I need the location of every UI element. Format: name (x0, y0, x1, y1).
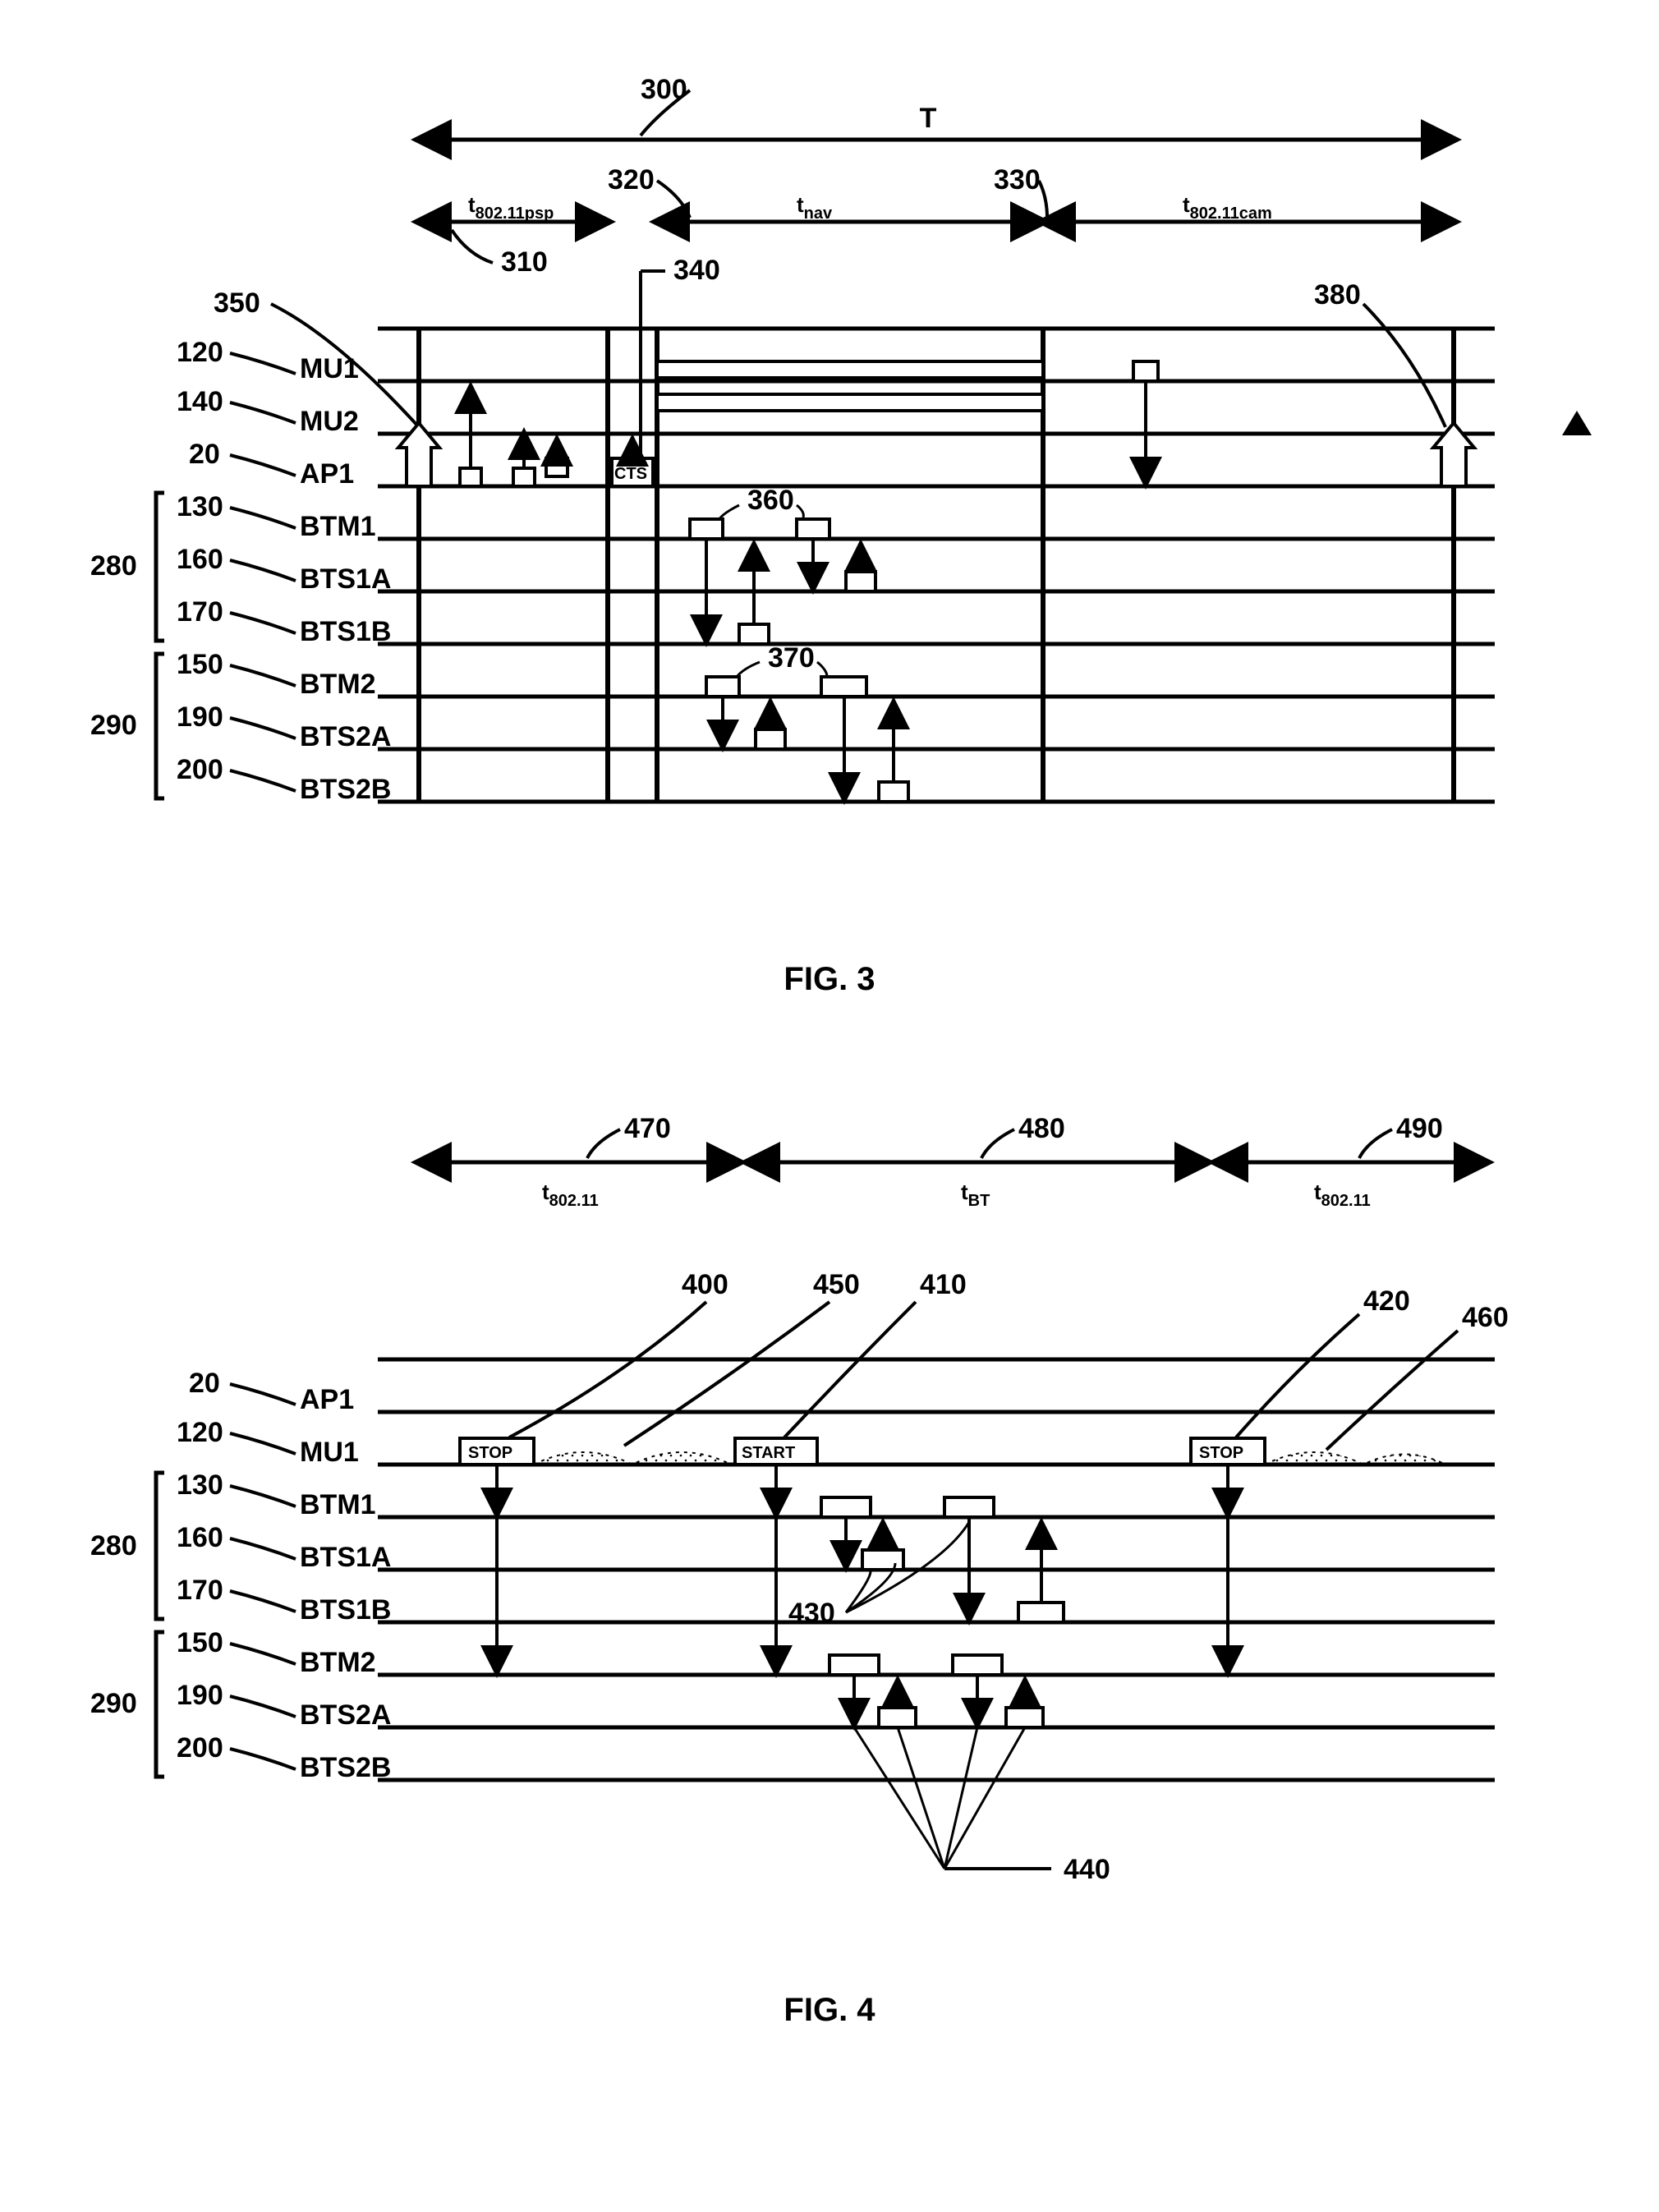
fig4-rowlines (378, 1359, 1495, 1780)
svg-text:470: 470 (624, 1113, 671, 1144)
svg-text:BTS1A: BTS1A (300, 563, 391, 595)
fig3-top-spans: t802.11psp 310 tnav 320 t802.11cam 330 (419, 164, 1454, 278)
fig4-svg: 20 AP1 120 MU1 130 BTM1 160 BTS1A 170 BT… (33, 1064, 1626, 1967)
svg-text:CTS: CTS (614, 465, 647, 483)
svg-text:140: 140 (177, 386, 223, 417)
svg-text:tnav: tnav (797, 192, 833, 223)
svg-text:160: 160 (177, 544, 223, 575)
svg-text:tBT: tBT (961, 1180, 990, 1210)
svg-text:150: 150 (177, 649, 223, 680)
fig4-brackets (156, 1473, 164, 1777)
svg-text:t802.11cam: t802.11cam (1183, 192, 1272, 223)
svg-text:450: 450 (813, 1269, 860, 1300)
svg-text:AP1: AP1 (300, 458, 354, 490)
svg-text:420: 420 (1363, 1285, 1410, 1317)
fig3-label-280: 280 (90, 550, 137, 582)
fig3-brackets (156, 493, 164, 798)
svg-text:BTM1: BTM1 (300, 511, 376, 542)
svg-text:310: 310 (501, 246, 548, 278)
fig3-stray-triangle (1562, 411, 1592, 435)
svg-text:20: 20 (189, 1368, 220, 1399)
svg-text:STOP: STOP (1199, 1444, 1243, 1462)
svg-text:170: 170 (177, 596, 223, 628)
svg-text:BTS1A: BTS1A (300, 1542, 391, 1573)
svg-text:200: 200 (177, 754, 223, 785)
fig4-caption: FIG. 4 (33, 1992, 1626, 2029)
fig3-row-labels: 120 MU1 140 MU2 20 AP1 130 BTM1 160 BTS1… (177, 337, 391, 805)
fig3-label-290: 290 (90, 710, 137, 741)
svg-text:320: 320 (608, 164, 655, 195)
svg-text:130: 130 (177, 491, 223, 522)
svg-text:170: 170 (177, 1575, 223, 1606)
fig4-label-290: 290 (90, 1688, 137, 1719)
fig3-caption: FIG. 3 (33, 961, 1626, 998)
fig4-top: 470 t802.11 480 tBT 490 t802.11 (419, 1113, 1487, 1210)
svg-text:380: 380 (1314, 279, 1361, 310)
svg-text:t802.11: t802.11 (542, 1180, 599, 1210)
svg-text:200: 200 (177, 1732, 223, 1764)
fig4-bt2: 440 (830, 1655, 1110, 1885)
svg-text:BTS1B: BTS1B (300, 616, 391, 647)
svg-text:START: START (742, 1444, 795, 1462)
svg-text:190: 190 (177, 1680, 223, 1711)
svg-text:BTS2A: BTS2A (300, 721, 391, 752)
fig3-svg: 120 MU1 140 MU2 20 AP1 130 BTM1 160 BTS1… (33, 33, 1626, 936)
fig4-label-280: 280 (90, 1530, 137, 1561)
svg-text:BTM2: BTM2 (300, 1647, 376, 1678)
svg-text:T: T (920, 103, 937, 134)
svg-text:120: 120 (177, 337, 223, 368)
svg-text:300: 300 (641, 74, 687, 105)
svg-text:400: 400 (682, 1269, 728, 1300)
svg-text:BTS2B: BTS2B (300, 774, 391, 805)
svg-text:330: 330 (994, 164, 1041, 195)
svg-text:340: 340 (673, 255, 720, 286)
svg-text:BTS2B: BTS2B (300, 1752, 391, 1783)
svg-text:350: 350 (214, 287, 260, 319)
fig3-top-T: T 300 (419, 74, 1454, 140)
svg-text:BTM1: BTM1 (300, 1489, 376, 1520)
fig3-340: 340 (641, 255, 720, 460)
svg-text:370: 370 (768, 642, 815, 674)
svg-text:BTS2A: BTS2A (300, 1699, 391, 1731)
svg-text:150: 150 (177, 1627, 223, 1658)
svg-text:t802.11: t802.11 (1314, 1180, 1371, 1210)
svg-text:160: 160 (177, 1522, 223, 1553)
svg-text:MU1: MU1 (300, 1437, 359, 1468)
svg-text:BTS1B: BTS1B (300, 1594, 391, 1626)
svg-text:410: 410 (920, 1269, 967, 1300)
fig4-mu1: STOP START STOP (460, 1438, 1445, 1672)
svg-text:MU2: MU2 (300, 406, 359, 437)
svg-text:440: 440 (1064, 1854, 1110, 1885)
fig4-row-labels: 20 AP1 120 MU1 130 BTM1 160 BTS1A 170 BT… (177, 1368, 391, 1783)
svg-text:480: 480 (1018, 1113, 1065, 1144)
svg-text:490: 490 (1396, 1113, 1443, 1144)
svg-text:190: 190 (177, 701, 223, 733)
svg-text:360: 360 (747, 485, 794, 516)
svg-text:STOP: STOP (468, 1444, 512, 1462)
svg-text:120: 120 (177, 1417, 223, 1448)
svg-text:BTM2: BTM2 (300, 669, 376, 700)
svg-text:430: 430 (788, 1598, 835, 1629)
fig3-380: 380 (1314, 279, 1445, 427)
svg-text:460: 460 (1462, 1302, 1509, 1333)
svg-text:t802.11psp: t802.11psp (468, 192, 554, 223)
svg-text:20: 20 (189, 439, 220, 470)
svg-text:130: 130 (177, 1469, 223, 1501)
svg-text:AP1: AP1 (300, 1384, 354, 1415)
